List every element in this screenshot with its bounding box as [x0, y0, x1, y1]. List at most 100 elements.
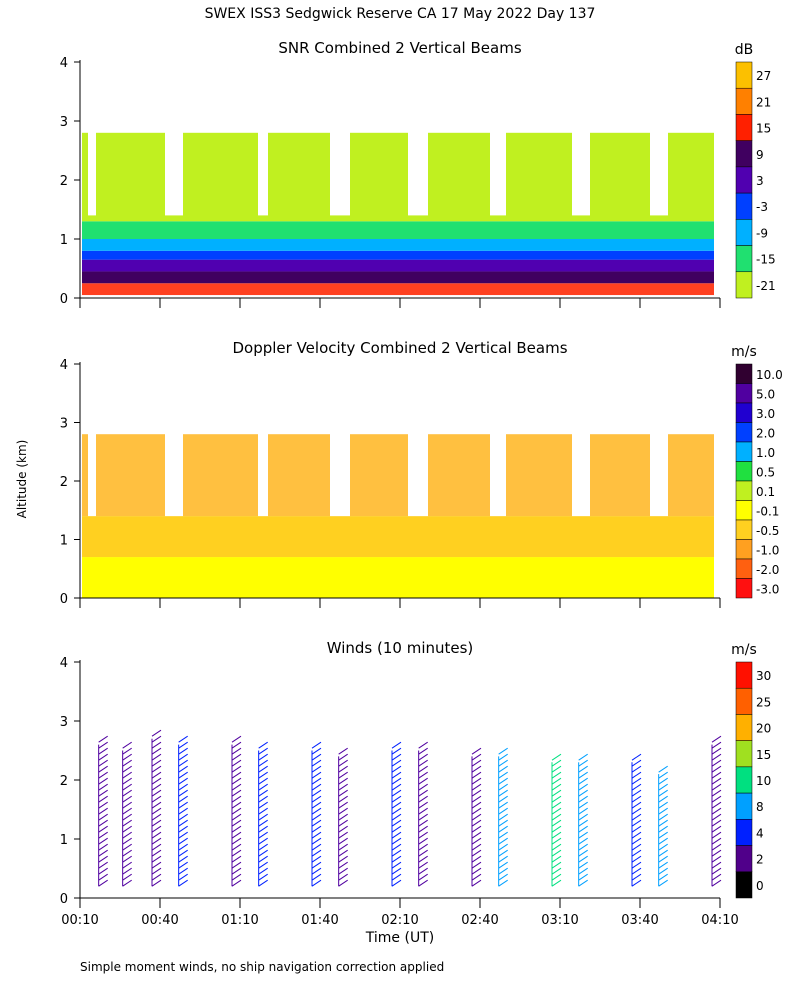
- wind-barb: [122, 861, 132, 869]
- wind-barb: [311, 753, 322, 761]
- wind-barb: [418, 771, 428, 779]
- wind-barb: [258, 873, 268, 881]
- wind-profile: [178, 735, 188, 887]
- wind-barb: [711, 789, 722, 797]
- wind-profile: [231, 735, 242, 887]
- wind-barb: [338, 777, 348, 785]
- wind-barb: [151, 855, 162, 863]
- wind-barb: [418, 873, 428, 881]
- wind-barb: [391, 795, 402, 803]
- wind-barb: [711, 735, 722, 743]
- wind-barb: [122, 867, 132, 875]
- wind-barb: [658, 783, 668, 791]
- wind-barb: [551, 807, 562, 815]
- wind-barb: [418, 753, 428, 761]
- wind-barb: [578, 753, 588, 761]
- wind-barb: [231, 753, 242, 761]
- wind-barb: [551, 777, 562, 785]
- wind-barb: [338, 843, 348, 851]
- wind-barb: [151, 849, 162, 857]
- wind-barb: [231, 783, 242, 791]
- wind-barb: [151, 867, 162, 875]
- wind-barb: [578, 837, 588, 845]
- wind-barb: [338, 759, 348, 767]
- colorbar-label: 8: [756, 800, 764, 814]
- wind-barb: [231, 807, 242, 815]
- wind-barb: [551, 783, 562, 791]
- x-tick-label: 00:40: [141, 913, 178, 928]
- wind-barb: [98, 747, 108, 755]
- wind-barb: [391, 783, 402, 791]
- wind-barb: [311, 813, 322, 821]
- wind-profile: [311, 741, 322, 887]
- wind-barb: [151, 873, 162, 881]
- wind-barb: [711, 879, 722, 887]
- wind-barb: [711, 765, 722, 773]
- wind-barb: [658, 789, 668, 797]
- wind-barb: [551, 753, 562, 761]
- wind-barb: [231, 759, 242, 767]
- wind-barb: [578, 783, 588, 791]
- wind-barb: [311, 795, 322, 803]
- data-gap: [408, 410, 428, 517]
- wind-barb: [258, 795, 268, 803]
- wind-barb: [98, 789, 108, 797]
- y-tick-label: 3: [60, 417, 68, 432]
- wind-barb: [338, 849, 348, 857]
- wind-barb: [98, 867, 108, 875]
- wind-barb: [551, 813, 562, 821]
- wind-barb: [631, 831, 642, 839]
- colorbar-label: 0: [756, 879, 764, 893]
- colorbar-swatch: [735, 422, 753, 443]
- wind-barb: [551, 801, 562, 809]
- colorbar-swatch: [735, 871, 753, 899]
- data-gap: [408, 109, 428, 216]
- data-gap: [88, 109, 96, 216]
- colorbar-swatch: [735, 519, 753, 540]
- wind-barb: [631, 753, 642, 761]
- wind-barb: [311, 807, 322, 815]
- wind-barb: [498, 879, 508, 887]
- wind-barb: [658, 831, 668, 839]
- x-tick-label: 03:40: [621, 913, 658, 928]
- x-tick-label: 01:40: [301, 913, 338, 928]
- wind-barb: [98, 807, 108, 815]
- wind-barb: [311, 861, 322, 869]
- x-tick-label: 02:10: [381, 913, 418, 928]
- wind-barb: [391, 831, 402, 839]
- wind-barb: [551, 837, 562, 845]
- colorbar-swatch: [735, 500, 753, 521]
- wind-barb: [551, 759, 562, 767]
- wind-barb: [711, 843, 722, 851]
- wind-barb: [178, 771, 188, 779]
- wind-barb: [471, 849, 482, 857]
- wind-barb: [658, 849, 668, 857]
- wind-barb: [578, 807, 588, 815]
- wind-barb: [178, 747, 188, 755]
- wind-barb: [338, 819, 348, 827]
- wind-barb: [418, 789, 428, 797]
- wind-barb: [658, 819, 668, 827]
- wind-barb: [338, 795, 348, 803]
- colorbar-label: 0.5: [756, 465, 775, 479]
- wind-barb: [311, 855, 322, 863]
- footnote: Simple moment winds, no ship navigation …: [80, 960, 445, 974]
- wind-barb: [418, 813, 428, 821]
- wind-barb: [258, 753, 268, 761]
- data-gap: [490, 109, 506, 216]
- wind-profile: [471, 747, 482, 887]
- x-tick-label: 03:10: [541, 913, 578, 928]
- wind-barb: [178, 855, 188, 863]
- wind-barb: [151, 735, 162, 743]
- wind-barb: [311, 759, 322, 767]
- wind-barb: [391, 825, 402, 833]
- wind-barb: [122, 801, 132, 809]
- wind-barb: [578, 873, 588, 881]
- wind-barb: [311, 825, 322, 833]
- wind-barb: [258, 783, 268, 791]
- wind-barb: [178, 789, 188, 797]
- wind-profile: [151, 729, 162, 887]
- data-gap: [88, 410, 96, 517]
- wind-barb: [711, 867, 722, 875]
- wind-barb: [258, 867, 268, 875]
